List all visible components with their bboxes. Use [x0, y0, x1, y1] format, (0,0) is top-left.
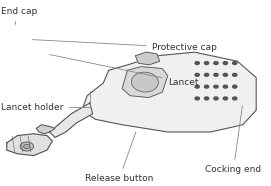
Polygon shape [7, 134, 52, 155]
Circle shape [204, 62, 209, 65]
Ellipse shape [131, 72, 158, 92]
Circle shape [214, 73, 218, 76]
Circle shape [195, 85, 199, 88]
Circle shape [233, 73, 237, 76]
Circle shape [195, 73, 199, 76]
Circle shape [195, 97, 199, 100]
Polygon shape [122, 67, 168, 97]
Circle shape [204, 73, 209, 76]
Circle shape [233, 62, 237, 65]
Circle shape [214, 62, 218, 65]
Circle shape [20, 142, 34, 151]
Text: Release button: Release button [85, 132, 154, 183]
Circle shape [204, 97, 209, 100]
Circle shape [223, 97, 227, 100]
Text: Lancet holder: Lancet holder [1, 91, 90, 112]
Circle shape [233, 85, 237, 88]
Circle shape [223, 73, 227, 76]
Text: End cap: End cap [1, 7, 38, 24]
Text: Cocking end: Cocking end [205, 106, 262, 174]
Circle shape [233, 97, 237, 100]
Text: Lancet: Lancet [50, 54, 198, 86]
Circle shape [223, 85, 227, 88]
Circle shape [223, 62, 227, 65]
Circle shape [204, 85, 209, 88]
Circle shape [195, 62, 199, 65]
Text: Protective cap: Protective cap [32, 40, 217, 52]
Polygon shape [50, 103, 93, 137]
Polygon shape [82, 52, 256, 132]
Polygon shape [36, 125, 55, 134]
Circle shape [214, 85, 218, 88]
Polygon shape [136, 52, 160, 65]
Circle shape [214, 97, 218, 100]
Circle shape [24, 144, 30, 149]
